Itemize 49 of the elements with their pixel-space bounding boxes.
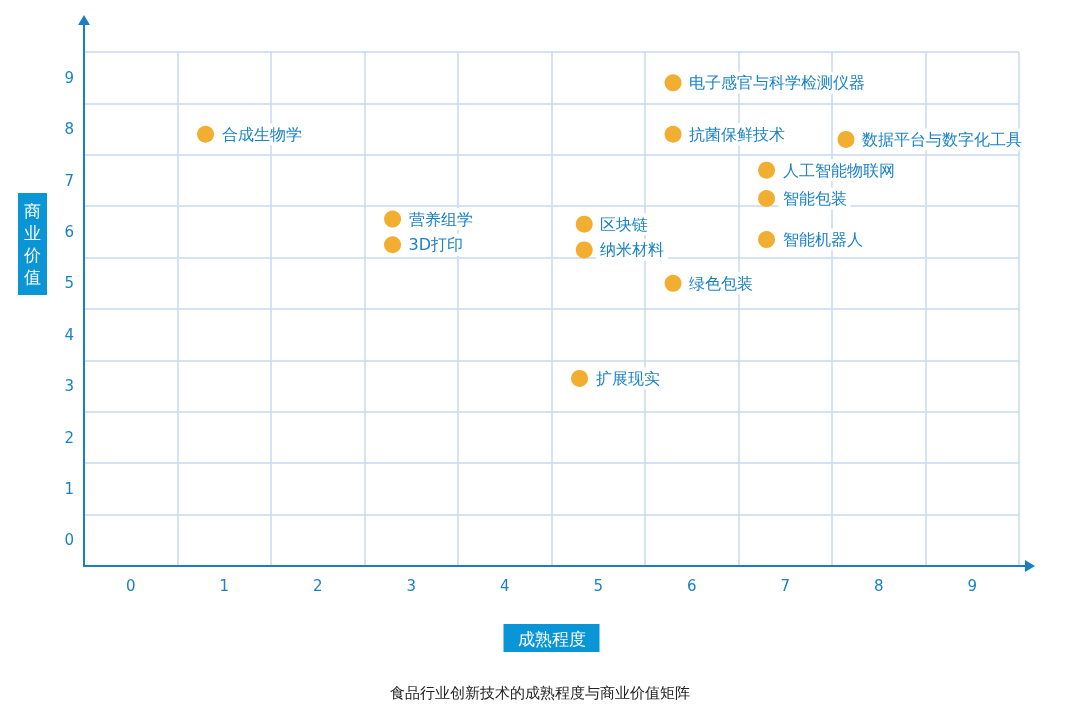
annotation: 人工智能物联网 — [782, 160, 895, 180]
annotation: 绿色包装 — [689, 273, 754, 293]
annotation: 数据平台与数字化工具 — [862, 129, 1023, 149]
annotation: 智能包装 — [782, 188, 847, 208]
annotation: 合成生物学 — [221, 124, 302, 144]
point — [758, 189, 776, 207]
y-tick-label: 6 — [64, 222, 74, 241]
y-tick-label: 4 — [64, 325, 74, 344]
x-tick-label: 1 — [219, 576, 230, 595]
point — [664, 125, 682, 143]
y-tick-label: 0 — [64, 531, 74, 550]
point — [664, 74, 682, 92]
y-tick-label: 8 — [64, 120, 74, 139]
annotation: 智能机器人 — [782, 230, 863, 250]
annotation: 区块链 — [600, 214, 649, 234]
x-tick-label: 5 — [593, 576, 604, 595]
text: 食品行业创新技术的成熟程度与商业价值矩阵 — [390, 683, 690, 702]
annotation: 3D打印 — [408, 235, 464, 255]
x-tick-label: 7 — [780, 576, 791, 595]
point — [571, 369, 589, 387]
annotation: 抗菌保鲜技术 — [689, 124, 786, 144]
x-tick-label: 3 — [406, 576, 417, 595]
point — [575, 241, 593, 259]
point — [384, 236, 402, 254]
point — [837, 130, 855, 148]
y-tick-label: 9 — [64, 68, 74, 87]
point — [384, 210, 402, 228]
x-tick-label: 2 — [312, 576, 323, 595]
y-axis-title: 商业价值 — [18, 193, 47, 295]
y-tick-label: 5 — [64, 274, 74, 293]
y-tick-label: 7 — [64, 171, 74, 190]
annotation: 营养组学 — [408, 209, 473, 229]
x-tick-label: 9 — [967, 576, 978, 595]
y-tick-label: 1 — [64, 479, 74, 498]
annotation: 纳米材料 — [600, 240, 665, 260]
y-tick-label: 2 — [64, 428, 74, 447]
point — [197, 125, 215, 143]
x-tick-label: 8 — [873, 576, 884, 595]
x-tick-label: 0 — [125, 576, 136, 595]
point — [758, 161, 776, 179]
x-axis-title: 成熟程度 — [517, 628, 586, 649]
point — [758, 231, 776, 249]
annotation: 扩展现实 — [595, 368, 660, 388]
y-tick-label: 3 — [64, 377, 74, 396]
point — [575, 215, 593, 233]
x-tick-label: 4 — [499, 576, 510, 595]
annotation: 电子感官与科学检测仪器 — [689, 73, 866, 93]
x-tick-label: 6 — [686, 576, 697, 595]
point — [664, 274, 682, 292]
